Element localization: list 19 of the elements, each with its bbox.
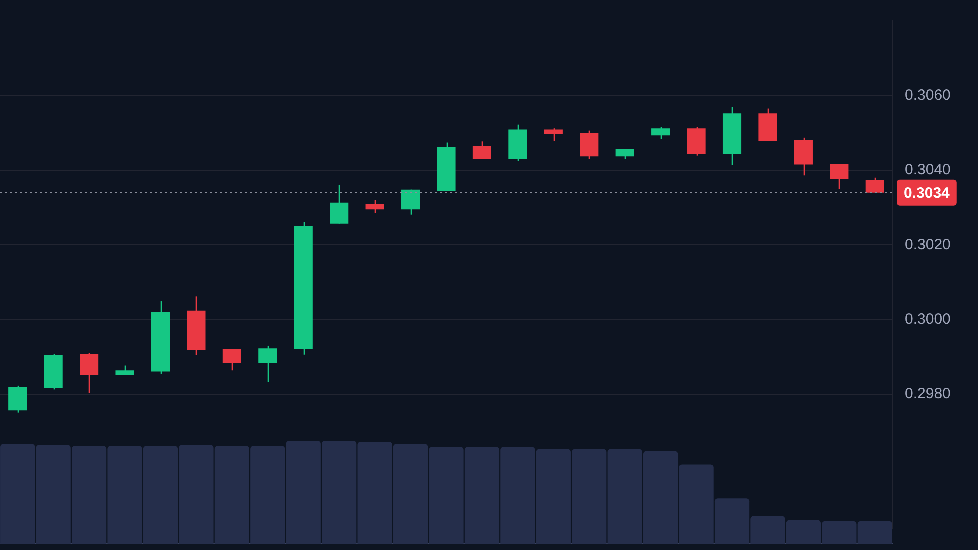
candlestick [580, 130, 599, 160]
candlestick [652, 126, 670, 140]
y-tick-label: 0.3000 [905, 310, 951, 328]
candlestick [330, 184, 349, 224]
y-tick-label: 0.3020 [905, 236, 951, 254]
candlestick [830, 163, 849, 190]
y-tick-label: 0.2980 [905, 386, 951, 403]
candlestick [544, 128, 563, 142]
candlestick [866, 177, 884, 194]
candlestick [258, 345, 278, 383]
candlestick [366, 200, 384, 214]
candlestick [116, 365, 134, 376]
y-tick-label: 0.3060 [905, 86, 951, 104]
candlestick [472, 141, 492, 160]
candlestick [80, 352, 99, 394]
ref-line-label: 0.3034 [904, 184, 951, 202]
candlestick [8, 385, 28, 414]
candlestick [222, 348, 242, 372]
y-tick-label: 0.3040 [905, 162, 951, 179]
